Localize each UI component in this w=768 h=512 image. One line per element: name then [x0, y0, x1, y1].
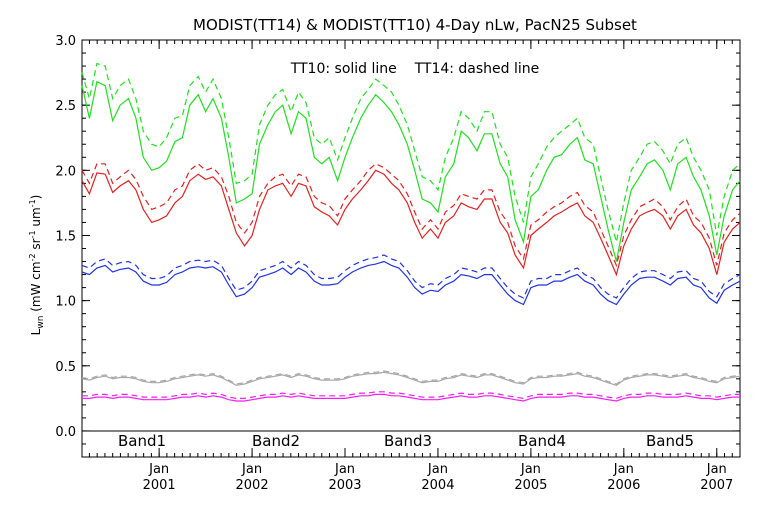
svg-text:Lwn (mW cm-2 sr-1 um-1): Lwn (mW cm-2 sr-1 um-1) [28, 195, 46, 336]
legend-band2: Band2 [252, 432, 300, 450]
ylabel-exp-2: -1 [28, 230, 37, 238]
x-tick-month: Jan [148, 462, 169, 477]
y-tick-label: 0.5 [55, 360, 76, 375]
x-tick-year: 2003 [328, 478, 361, 493]
y-tick-label: 1.5 [55, 229, 76, 244]
x-tick-month: Jan [706, 462, 727, 477]
ylabel-units-end: ) [29, 195, 43, 200]
y-tick-label: 2.5 [55, 99, 76, 114]
ylabel-units-um: um [29, 207, 43, 226]
x-tick-year: 2007 [700, 478, 733, 493]
ylabel-units-sr: sr [29, 238, 43, 249]
ylabel-exp-3: -1 [28, 199, 37, 207]
band2-tt14-dashed-line [81, 163, 741, 268]
legend-band3: Band3 [384, 432, 432, 450]
ylabel-units-start: (mW cm [29, 261, 43, 311]
y-axis-label: Lwn (mW cm-2 sr-1 um-1) [28, 195, 46, 336]
ylabel-exp-1: -2 [28, 253, 37, 261]
line-style-annotation: TT10: solid line TT14: dashed line [290, 61, 540, 77]
x-tick-month: Jan [334, 462, 355, 477]
y-tick-label: 3.0 [55, 34, 76, 49]
x-tick-year: 2001 [143, 478, 176, 493]
band5-tt10-solid-line [82, 393, 740, 402]
x-tick-month: Jan [427, 462, 448, 477]
band1-tt10-solid-line [81, 80, 741, 262]
legend-band5: Band5 [646, 432, 694, 450]
legend-band4: Band4 [518, 432, 566, 450]
chart-title: MODIST(TT14) & MODIST(TT10) 4-Day nLw, P… [193, 16, 637, 34]
x-tick-year: 2004 [421, 478, 454, 493]
x-tick-year: 2006 [607, 478, 640, 493]
legend-band1: Band1 [118, 432, 166, 450]
x-tick-month: Jan [520, 462, 541, 477]
y-tick-label: 1.0 [55, 295, 76, 310]
band1-tt14-dashed-line [81, 62, 741, 243]
band3-tt14-dashed-line [81, 254, 741, 299]
y-tick-label: 0.0 [55, 425, 76, 440]
ylabel-symbol: L [29, 328, 43, 335]
band2-tt10-solid-line [81, 169, 741, 277]
plot-area: 0.00.51.01.52.02.53.0Jan2001Jan2002Jan20… [55, 34, 741, 493]
x-tick-year: 2002 [236, 478, 269, 493]
y-tick-label: 2.0 [55, 164, 76, 179]
x-tick-year: 2005 [514, 478, 547, 493]
ylabel-subscript: wn [36, 316, 46, 329]
x-tick-month: Jan [613, 462, 634, 477]
band5-tt14-dashed-line [82, 391, 740, 400]
band4-tt14-dashed-line [81, 370, 741, 385]
band4-tt10-solid-line [81, 371, 741, 386]
band3-tt10-solid-line [81, 260, 741, 306]
x-tick-month: Jan [241, 462, 262, 477]
